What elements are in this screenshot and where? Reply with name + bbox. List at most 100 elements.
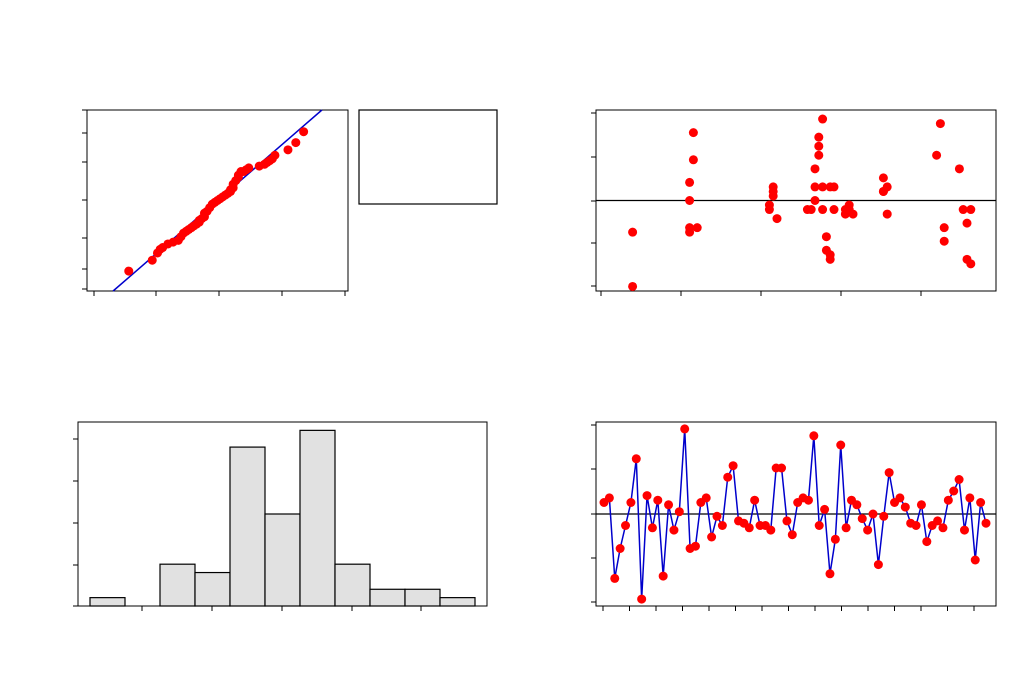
legend-box <box>358 109 498 205</box>
residuals-vs-order-point <box>766 525 776 535</box>
residuals-vs-order-point <box>922 537 932 547</box>
normal-probability-point <box>299 127 309 137</box>
residuals-vs-fits-point <box>814 141 824 151</box>
residuals-vs-fits-point <box>818 205 828 215</box>
residuals-vs-fits-point <box>825 250 835 260</box>
residuals-vs-fits-point <box>939 236 949 246</box>
normal-probability-point <box>244 163 254 173</box>
residuals-vs-fits-point <box>848 209 858 219</box>
residuals-vs-order-point <box>949 486 959 496</box>
residuals-vs-order-point <box>637 594 647 604</box>
residuals-vs-fits-point <box>685 177 695 187</box>
residuals-vs-order-point <box>626 498 636 507</box>
residuals-vs-order-point <box>933 516 943 526</box>
residuals-vs-order-point <box>809 431 819 441</box>
residuals-vs-fits-point <box>882 209 892 219</box>
residuals-vs-fits-point <box>810 164 820 174</box>
residuals-vs-order-point <box>621 521 631 530</box>
residuals-vs-fits-point <box>958 205 968 215</box>
residuals-vs-order-point <box>976 498 986 507</box>
normal-probability-point <box>124 266 134 276</box>
histogram-bar <box>264 513 301 607</box>
histogram-panel <box>73 421 488 611</box>
residuals-vs-order-point <box>895 493 905 503</box>
residuals-vs-fits-point <box>688 155 698 165</box>
residuals-vs-order-point <box>610 573 620 583</box>
residuals-vs-order-point <box>728 461 738 471</box>
normal-probability-panel <box>82 109 498 296</box>
residuals-vs-order-point <box>911 521 921 530</box>
normal-probability-point <box>291 138 301 148</box>
histogram-bar <box>229 446 266 607</box>
residuals-vs-order-point <box>873 560 883 570</box>
residuals-vs-order-point <box>884 468 894 478</box>
residuals-vs-fits-point <box>966 259 976 269</box>
residuals-vs-order-point <box>820 504 830 514</box>
residuals-vs-fits-point <box>692 223 702 233</box>
histogram-bars <box>89 429 476 607</box>
residuals-vs-order-point <box>825 569 835 579</box>
normal-probability-point <box>283 145 293 155</box>
residuals-vs-fits-point <box>844 200 854 210</box>
residuals-vs-order-point <box>803 495 813 505</box>
histogram-ticks <box>73 438 422 611</box>
residuals-vs-order-point <box>857 514 867 524</box>
residuals-vs-fits-point <box>628 281 638 291</box>
residuals-vs-order-point <box>674 507 684 517</box>
residuals-vs-fits-point <box>814 150 824 160</box>
residuals-vs-order-point <box>965 493 975 503</box>
residuals-vs-order-point <box>900 502 910 512</box>
residuals-vs-fits-point <box>829 182 839 192</box>
residuals-vs-order-point <box>653 495 663 505</box>
residuals-vs-order-point <box>664 500 674 510</box>
histogram-bar <box>194 571 231 607</box>
residuals-vs-fits-point <box>962 218 972 228</box>
histogram-bar <box>89 597 126 607</box>
normal-probability-point <box>270 150 280 160</box>
residuals-vs-order-point <box>959 525 969 535</box>
histogram-bar <box>334 563 371 607</box>
residuals-vs-order-points <box>599 424 991 604</box>
normal-probability-points <box>124 127 309 276</box>
residuals-vs-fits-ticks <box>591 112 922 296</box>
residuals-vs-order-point <box>954 475 964 484</box>
residuals-vs-order-point <box>916 500 926 510</box>
histogram-bar <box>159 563 196 607</box>
residuals-vs-fits-point <box>768 182 778 192</box>
residuals-vs-order-point <box>642 491 652 501</box>
residuals-vs-fits-point <box>814 132 824 142</box>
residuals-vs-order-point <box>658 571 668 581</box>
residuals-vs-fits-point <box>966 205 976 215</box>
histogram-bar <box>404 588 441 607</box>
residuals-vs-order-point <box>701 493 711 503</box>
residuals-vs-order-point <box>690 541 700 551</box>
residuals-vs-fits-point <box>818 182 828 192</box>
residuals-vs-order-point <box>669 525 679 535</box>
residuals-vs-order-point <box>863 525 873 535</box>
residuals-vs-fits-point <box>954 164 964 174</box>
residuals-vs-fits-panel <box>591 109 997 296</box>
residuals-vs-fits-point <box>764 200 774 210</box>
residuals-vs-order-point <box>938 523 948 533</box>
residuals-vs-order-point <box>852 500 862 510</box>
residuals-vs-fits-point <box>932 150 942 160</box>
residuals-vs-order-point <box>787 530 797 540</box>
residuals-vs-order-point <box>830 534 840 544</box>
residuals-vs-fits-point <box>810 196 820 205</box>
residuals-vs-fits-point <box>685 227 695 237</box>
residuals-vs-order-point <box>981 518 991 528</box>
histogram-bar <box>369 588 406 607</box>
residuals-vs-fits-point <box>939 223 949 233</box>
residuals-vs-order-point <box>836 440 846 450</box>
residuals-vs-order-point <box>647 523 657 533</box>
residuals-vs-order-point <box>814 521 824 530</box>
residuals-vs-order-point <box>777 463 787 473</box>
histogram-bar <box>299 429 336 607</box>
residuals-vs-order-point <box>750 495 760 505</box>
residuals-vs-order-point <box>879 511 889 521</box>
residuals-vs-order-panel <box>591 421 997 611</box>
residuals-vs-fits-point <box>878 173 888 183</box>
residuals-vs-order-point <box>631 454 641 464</box>
residuals-vs-order-point <box>970 555 980 565</box>
